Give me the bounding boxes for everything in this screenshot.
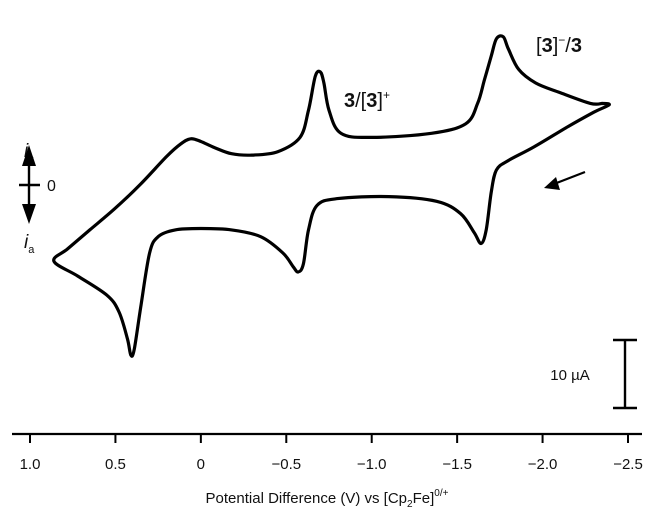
x-tick-label: 0.5 [105,456,126,473]
x-axis-ticks: 1.0 0.5 0 −0.5 −1.0 −1.5 −2.0 −2.5 [20,434,643,473]
x-tick-label: 0 [197,456,205,473]
current-axis-indicator: ic 0 ia [19,141,56,256]
zero-current-label: 0 [47,178,56,195]
x-tick-label: −0.5 [271,456,301,473]
x-tick-label: −1.5 [442,456,472,473]
scan-direction-arrow-icon [544,172,585,190]
x-tick-label: −2.5 [613,456,643,473]
scale-bar: 10 µA [550,340,637,408]
plot-area [54,36,610,356]
annotation-reduction-couple: [3]−/3 [536,33,582,57]
annotation-oxidation-couple: 3/[3]+ [344,88,390,112]
scale-bar-label: 10 µA [550,367,590,384]
x-tick-label: 1.0 [20,456,41,473]
x-axis-label: Potential Difference (V) vs [Cp2Fe]0/+ [206,488,449,510]
x-tick-label: −1.0 [357,456,387,473]
cv-trace-line [54,36,610,356]
down-arrow-icon [22,204,36,224]
x-tick-label: −2.0 [528,456,558,473]
anodic-current-label: ia [24,232,35,256]
